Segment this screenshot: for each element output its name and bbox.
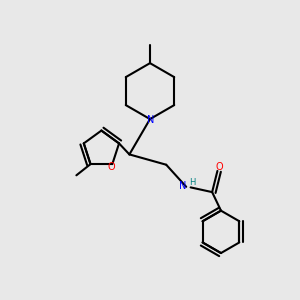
Text: N: N: [179, 181, 186, 190]
Text: O: O: [107, 162, 115, 172]
Text: H: H: [189, 178, 195, 188]
Text: N: N: [147, 115, 155, 125]
Text: O: O: [216, 162, 223, 172]
